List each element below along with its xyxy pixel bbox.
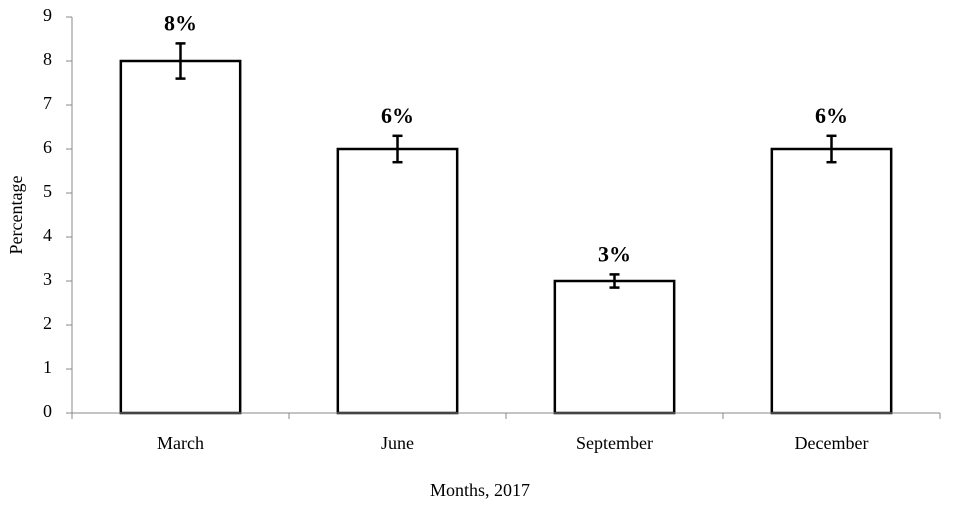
- bar: [553, 279, 676, 415]
- y-axis-label: Percentage: [6, 176, 26, 255]
- y-tick-label: 8: [43, 49, 52, 69]
- x-tick-label: September: [576, 433, 653, 453]
- data-label: 8%: [164, 10, 197, 35]
- y-tick-label: 4: [43, 225, 52, 245]
- data-label: 6%: [381, 103, 414, 128]
- data-label: 6%: [815, 103, 848, 128]
- y-tick-label: 2: [43, 313, 52, 333]
- data-label: 3%: [598, 241, 631, 266]
- y-tick-label: 9: [43, 5, 52, 25]
- error-bar: [392, 134, 403, 164]
- bar: [119, 59, 242, 415]
- y-tick-label: 1: [43, 357, 52, 377]
- y-tick-label: 0: [43, 401, 52, 421]
- y-tick-label: 7: [43, 93, 52, 113]
- bar: [336, 147, 459, 415]
- y-tick-label: 5: [43, 181, 52, 201]
- x-tick-label: June: [381, 433, 414, 453]
- y-tick-label: 6: [43, 137, 52, 157]
- x-axis-label: Months, 2017: [430, 480, 530, 500]
- error-bar: [609, 273, 620, 289]
- x-tick-label: March: [157, 433, 204, 453]
- x-tick-label: December: [795, 433, 869, 453]
- error-bar: [175, 42, 186, 80]
- error-bar: [826, 134, 837, 164]
- y-tick-label: 3: [43, 269, 52, 289]
- bar: [770, 147, 893, 415]
